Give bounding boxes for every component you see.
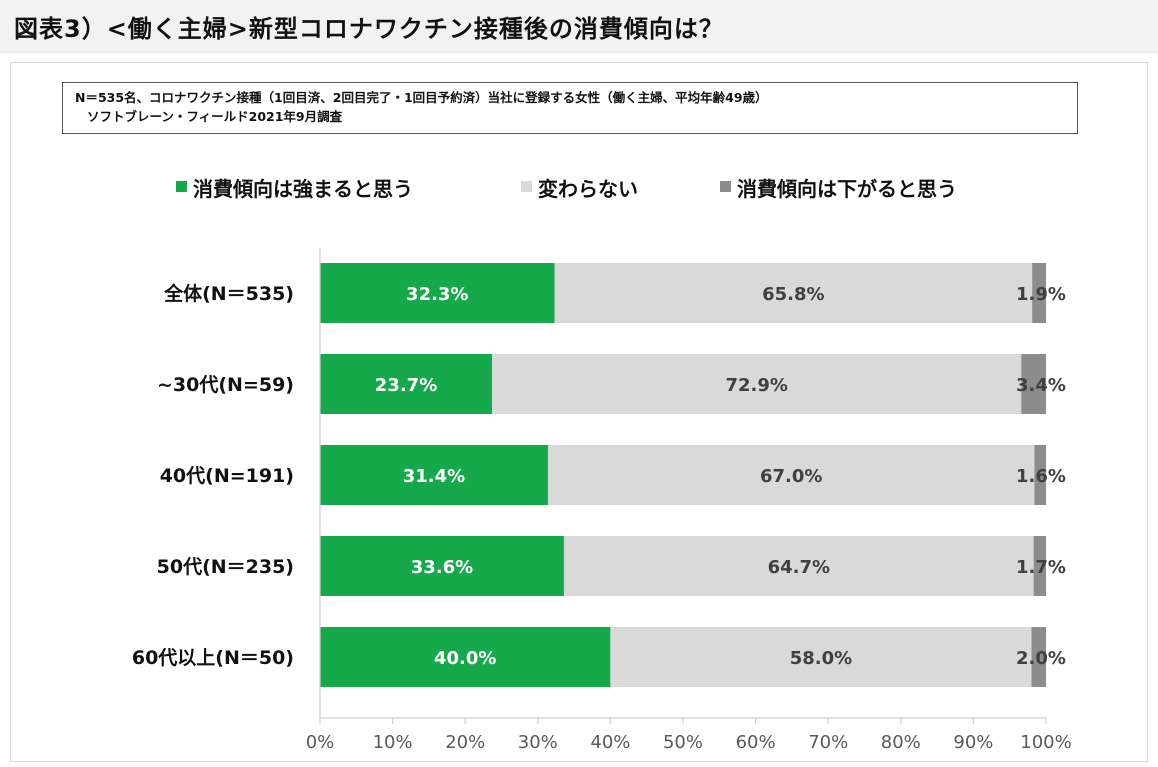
x-tick-label-10: 100% — [1020, 732, 1071, 753]
x-tick-label-4: 40% — [590, 732, 630, 753]
x-tick-label-2: 20% — [445, 732, 485, 753]
data-label-4-2: 2.0% — [1016, 648, 1066, 669]
survey-note-line2: ソフトブレーン・フィールド2021年9月調査 — [87, 109, 343, 124]
x-tick-label-9: 90% — [953, 732, 993, 753]
bar-2-0 — [320, 445, 548, 505]
bar-4-1 — [610, 627, 1032, 687]
bar-4-2 — [1031, 627, 1046, 687]
data-label-2-1: 67.0% — [760, 466, 822, 487]
bar-4-0 — [320, 627, 611, 687]
data-label-4-1: 58.0% — [790, 648, 852, 669]
category-label-4: 60代以上(N＝50) — [132, 647, 294, 669]
data-label-1-2: 3.4% — [1016, 375, 1066, 396]
data-label-3-2: 1.7% — [1016, 557, 1066, 578]
page-title: 図表3）<働く主婦>新型コロナワクチン接種後の消費傾向は？ — [14, 15, 724, 43]
legend-swatch-0 — [176, 181, 187, 192]
x-tick-label-6: 60% — [736, 732, 776, 753]
data-label-1-1: 72.9% — [725, 375, 787, 396]
chart-frame — [10, 62, 1148, 762]
x-tick-label-5: 50% — [663, 732, 703, 753]
bar-0-1 — [554, 263, 1033, 323]
data-label-2-2: 1.6% — [1016, 466, 1066, 487]
legend-swatch-1 — [521, 181, 532, 192]
legend-swatch-2 — [720, 181, 731, 192]
x-tick-label-1: 10% — [373, 732, 413, 753]
legend-label-1: 変わらない — [538, 177, 638, 201]
bar-0-2 — [1032, 263, 1046, 323]
data-label-0-1: 65.8% — [762, 284, 824, 305]
x-tick-label-0: 0% — [306, 732, 335, 753]
survey-note: N＝535名、コロナワクチン接種（1回目済、2回目完了・1回目予約済）当社に登録… — [62, 82, 1078, 134]
survey-note-line1: N＝535名、コロナワクチン接種（1回目済、2回目完了・1回目予約済）当社に登録… — [75, 90, 768, 105]
bar-3-2 — [1033, 536, 1046, 596]
bar-1-0 — [320, 354, 493, 414]
legend-label-0: 消費傾向は強まると思う — [193, 177, 413, 201]
legend-label-2: 消費傾向は下がると思う — [737, 177, 957, 201]
data-label-2-0: 31.4% — [403, 466, 465, 487]
data-label-0-0: 32.3% — [406, 284, 468, 305]
bar-3-0 — [320, 536, 564, 596]
x-tick-label-3: 30% — [518, 732, 558, 753]
title-bar: 図表3）<働く主婦>新型コロナワクチン接種後の消費傾向は？ — [0, 0, 1158, 53]
category-label-2: 40代(N=191) — [160, 465, 294, 487]
data-label-4-0: 40.0% — [434, 648, 496, 669]
bar-2-1 — [547, 445, 1035, 505]
bar-2-2 — [1034, 445, 1046, 505]
data-label-0-2: 1.9% — [1016, 284, 1066, 305]
data-label-3-0: 33.6% — [411, 557, 473, 578]
data-label-1-0: 23.7% — [375, 375, 437, 396]
category-label-3: 50代(N＝235) — [157, 556, 294, 578]
x-tick-label-7: 70% — [808, 732, 848, 753]
bar-3-1 — [563, 536, 1034, 596]
category-label-1: ~30代(N=59) — [157, 374, 294, 396]
x-tick-label-8: 80% — [881, 732, 921, 753]
category-label-0: 全体(N＝535) — [163, 282, 294, 305]
bar-1-2 — [1021, 354, 1046, 414]
bar-0-0 — [320, 263, 555, 323]
bar-1-1 — [492, 354, 1022, 414]
data-label-3-1: 64.7% — [768, 557, 830, 578]
